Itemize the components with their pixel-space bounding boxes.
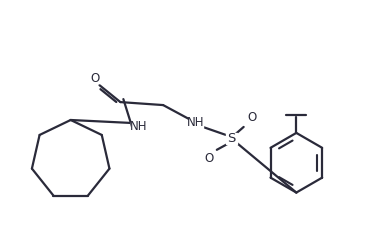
Bar — [226, 133, 237, 144]
Text: O: O — [247, 111, 256, 125]
Bar — [247, 113, 256, 123]
Bar — [90, 73, 100, 83]
Text: S: S — [228, 132, 236, 145]
Text: NH: NH — [130, 121, 147, 133]
Bar — [131, 122, 145, 132]
Text: NH: NH — [187, 117, 205, 129]
Text: O: O — [204, 152, 213, 165]
Text: O: O — [90, 72, 99, 85]
Bar — [189, 118, 203, 128]
Bar — [204, 154, 214, 164]
